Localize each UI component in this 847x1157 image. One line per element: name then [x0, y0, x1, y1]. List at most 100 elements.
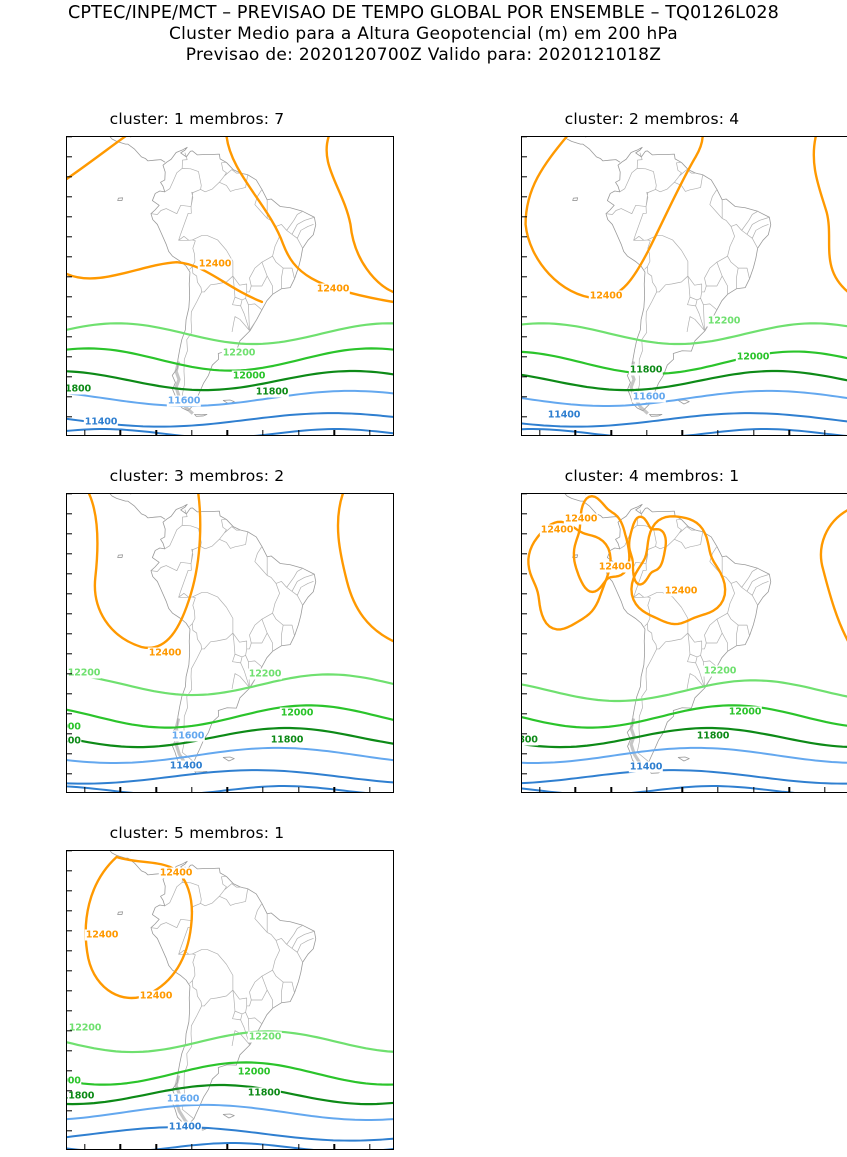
y-tick-mark: [67, 336, 72, 338]
y-tick-mark: [67, 753, 72, 755]
y-tick-mark: [67, 316, 72, 318]
x-tick-mark: [681, 430, 684, 435]
contour-label: 12200: [67, 1022, 103, 1034]
x-tick-mark: [369, 430, 371, 435]
contour-label: 12200: [702, 665, 738, 677]
y-tick-mark: [67, 137, 72, 138]
x-tick-mark: [84, 787, 86, 792]
y-tick-mark: [522, 137, 527, 138]
y-tick-mark: [522, 513, 527, 515]
header-line-dates: Previsao de: 2020120700Z Valido para: 20…: [185, 45, 662, 65]
x-tick-mark: [646, 787, 648, 792]
x-tick-mark: [333, 430, 336, 435]
y-tick-mark: [522, 176, 527, 178]
contour-map: [67, 494, 393, 792]
x-tick-mark: [262, 1144, 264, 1149]
contour-label: 12200: [221, 347, 257, 359]
y-tick-mark: [522, 356, 527, 358]
y-tick-mark: [522, 196, 527, 198]
x-tick-mark: [262, 430, 264, 435]
x-tick-mark: [155, 430, 157, 435]
y-tick-mark: [522, 316, 527, 318]
contour-label: 11400: [167, 1121, 203, 1133]
contour-map: [522, 137, 847, 435]
contour-label: 12400: [663, 585, 699, 597]
contour-label: 12000: [735, 351, 771, 363]
y-tick-mark: [522, 236, 527, 238]
x-tick-mark: [191, 787, 193, 792]
y-tick-mark: [67, 851, 72, 852]
y-tick-mark: [67, 1070, 72, 1072]
panel-title-cluster-2: cluster: 2 membros: 4: [564, 110, 740, 128]
contour-label: 11800: [695, 730, 731, 742]
x-tick-mark: [610, 787, 612, 792]
x-tick-mark: [369, 1144, 371, 1149]
panel-title-cluster-3: cluster: 3 membros: 2: [109, 467, 285, 485]
basemap-geography: [564, 137, 772, 417]
x-tick-mark: [191, 1144, 193, 1149]
x-tick-mark: [119, 787, 122, 792]
contour-lines: [522, 137, 847, 435]
plot-area-cluster-3[interactable]: 12400 12200 12200 12000 000 11800 800 11600 1140…: [66, 493, 394, 793]
contour-label: 800: [67, 735, 82, 747]
contour-label: 11600: [631, 391, 667, 403]
plot-area-cluster-1[interactable]: 1240012400122001200011800180011600114001…: [66, 136, 394, 436]
contour-label: 11800: [269, 734, 305, 746]
x-tick-mark: [753, 787, 755, 792]
contour-label: 11800: [254, 386, 290, 398]
y-tick-mark: [67, 1030, 72, 1032]
y-tick-mark: [67, 1110, 72, 1112]
contour-lines: [67, 494, 393, 792]
y-tick-mark: [522, 673, 527, 675]
y-tick-mark: [67, 356, 72, 358]
y-tick-mark: [522, 573, 527, 575]
x-tick-mark: [226, 787, 229, 792]
contour-label: 12200: [247, 668, 283, 680]
y-tick-mark: [67, 593, 72, 595]
contour-label: 12400: [539, 524, 575, 536]
contour-label: 12400: [315, 283, 351, 295]
x-tick-mark: [262, 787, 264, 792]
y-tick-mark: [67, 970, 72, 972]
y-tick-mark: [67, 176, 72, 178]
contour-label: 12000: [279, 707, 315, 719]
contour-label: 12400: [597, 561, 633, 573]
contour-label: 11400: [168, 760, 204, 772]
contour-label: 11800: [628, 364, 664, 376]
y-tick-mark: [67, 573, 72, 575]
x-tick-mark: [226, 430, 229, 435]
y-tick-mark: [67, 870, 72, 872]
contour-label: 12200: [247, 1031, 283, 1043]
y-tick-mark: [67, 276, 72, 278]
contour-label: 12400: [138, 990, 174, 1002]
y-tick-mark: [522, 494, 527, 495]
y-tick-mark: [522, 713, 527, 715]
contour-lines: [67, 855, 393, 1149]
x-tick-mark: [333, 787, 336, 792]
y-tick-mark: [67, 553, 72, 555]
contour-label: 12400: [84, 929, 120, 941]
plot-area-cluster-4[interactable]: 1240012400124001240012200120001180080011…: [521, 493, 847, 793]
y-tick-mark: [522, 336, 527, 338]
y-tick-mark: [67, 890, 72, 892]
y-tick-mark: [67, 296, 72, 298]
contour-label: 12200: [67, 667, 102, 679]
y-tick-mark: [67, 910, 72, 912]
basemap-geography: [564, 494, 772, 774]
x-tick-mark: [788, 430, 791, 435]
y-tick-mark: [67, 733, 72, 735]
y-tick-mark: [522, 156, 527, 158]
y-tick-mark: [522, 216, 527, 218]
contour-map: [67, 137, 393, 435]
y-tick-mark: [522, 396, 527, 398]
y-tick-mark: [67, 990, 72, 992]
plot-area-cluster-2[interactable]: 12400122001200011800116001140015N10N5NEQ…: [521, 136, 847, 436]
contour-label: 800: [522, 734, 539, 746]
x-tick-mark: [717, 430, 719, 435]
header-line-model: CPTEC/INPE/MCT – PREVISAO DE TEMPO GLOBA…: [68, 3, 779, 23]
x-tick-mark: [824, 430, 826, 435]
contour-lines: [67, 137, 393, 435]
x-tick-mark: [298, 787, 300, 792]
andes-shading: [174, 361, 194, 415]
plot-area-cluster-5[interactable]: 12400 12400 12400 12200 12200 12000 000 11800 11…: [66, 850, 394, 1150]
